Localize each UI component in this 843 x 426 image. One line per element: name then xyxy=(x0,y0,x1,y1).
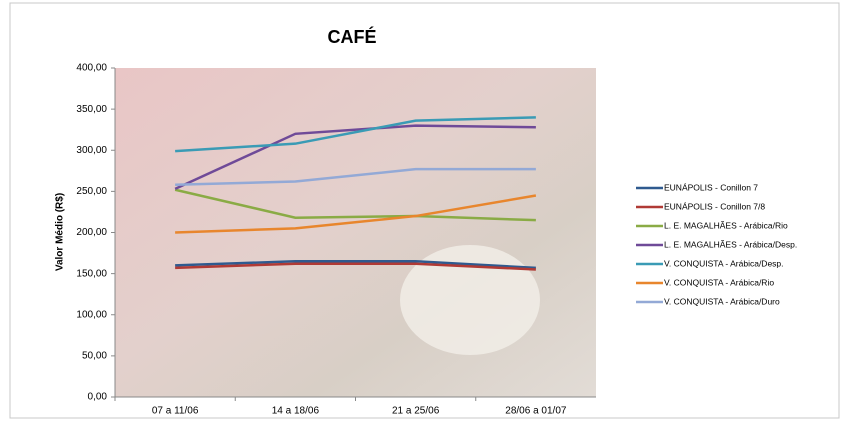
x-tick-label: 21 a 25/06 xyxy=(392,406,440,417)
chart-title: CAFÉ xyxy=(328,26,377,47)
series-line xyxy=(174,124,536,191)
y-axis-label: Valor Médio (R$) xyxy=(55,193,66,271)
legend-label: V. CONQUISTA - Arábica/Duro xyxy=(664,296,780,306)
legend-label: V. CONQUISTA - Arábica/Desp. xyxy=(664,258,784,268)
plot-background xyxy=(400,245,540,355)
x-tick-label: 14 a 18/06 xyxy=(272,406,320,417)
legend-label: V. CONQUISTA - Arábica/Rio xyxy=(664,277,774,287)
series-line xyxy=(175,167,536,187)
y-tick-label: 300,00 xyxy=(76,145,107,156)
series-line xyxy=(175,262,536,271)
x-tick-label: 07 a 11/06 xyxy=(152,406,199,417)
legend-label: EUNÁPOLIS - Conillon 7 xyxy=(664,182,758,192)
y-tick-label: 350,00 xyxy=(76,104,107,115)
legend-label: EUNÁPOLIS - Conillon 7/8 xyxy=(664,201,765,211)
legend-label: L. E. MAGALHÃES - Arábica/Rio xyxy=(664,220,788,230)
series-line xyxy=(175,194,537,234)
series-line xyxy=(174,188,536,222)
y-tick-label: 250,00 xyxy=(76,186,107,197)
legend-label: L. E. MAGALHÃES - Arábica/Desp. xyxy=(664,239,797,249)
y-tick-label: 50,00 xyxy=(82,351,107,362)
y-tick-label: 0,00 xyxy=(88,392,108,403)
series-line xyxy=(175,260,536,270)
x-tick-label: 28/06 a 01/07 xyxy=(505,406,567,417)
y-tick-label: 200,00 xyxy=(76,227,107,238)
y-tick-label: 150,00 xyxy=(76,268,107,279)
y-tick-label: 100,00 xyxy=(76,309,107,320)
y-tick-label: 400,00 xyxy=(76,63,107,74)
series-line xyxy=(175,116,536,153)
